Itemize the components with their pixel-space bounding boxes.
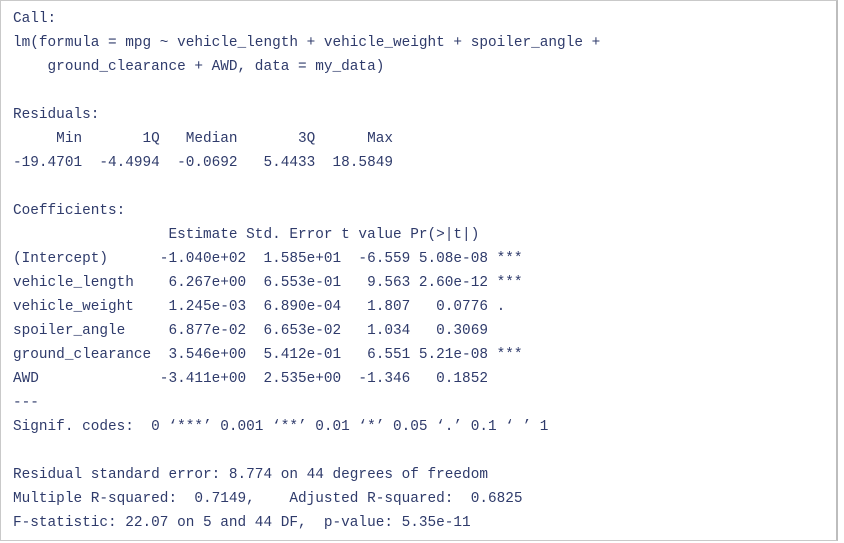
coefficient-row-ground-clearance: ground_clearance 3.546e+00 5.412e-01 6.5… xyxy=(13,347,523,363)
call-formula-line-2: ground_clearance + AWD, data = my_data) xyxy=(13,59,385,75)
regression-summary: Call: lm(formula = mpg ~ vehicle_length … xyxy=(1,1,836,535)
separator-line: --- xyxy=(13,395,39,411)
coefficient-row-vehicle-length: vehicle_length 6.267e+00 6.553e-01 9.563… xyxy=(13,275,523,291)
f-statistic-line: F-statistic: 22.07 on 5 and 44 DF, p-val… xyxy=(13,515,471,531)
coefficient-row-vehicle-weight: vehicle_weight 1.245e-03 6.890e-04 1.807… xyxy=(13,299,523,315)
coefficients-column-headers: Estimate Std. Error t value Pr(>|t|) xyxy=(13,227,514,243)
call-formula-line-1: lm(formula = mpg ~ vehicle_length + vehi… xyxy=(13,35,601,51)
residuals-column-headers: Min 1Q Median 3Q Max xyxy=(13,131,393,147)
residuals-header: Residuals: xyxy=(13,107,100,123)
residuals-values: -19.4701 -4.4994 -0.0692 5.4433 18.5849 xyxy=(13,155,393,171)
coefficient-row-awd: AWD -3.411e+00 2.535e+00 -1.346 0.1852 xyxy=(13,371,523,387)
coefficient-row-intercept: (Intercept) -1.040e+02 1.585e+01 -6.559 … xyxy=(13,251,523,267)
r-squared-line: Multiple R-squared: 0.7149, Adjusted R-s… xyxy=(13,491,532,507)
residual-standard-error: Residual standard error: 8.774 on 44 deg… xyxy=(13,467,488,483)
significance-codes: Signif. codes: 0 ‘***’ 0.001 ‘**’ 0.01 ‘… xyxy=(13,419,549,435)
coefficient-row-spoiler-angle: spoiler_angle 6.877e-02 6.653e-02 1.034 … xyxy=(13,323,523,339)
coefficients-header: Coefficients: xyxy=(13,203,126,219)
call-header: Call: xyxy=(13,11,57,27)
